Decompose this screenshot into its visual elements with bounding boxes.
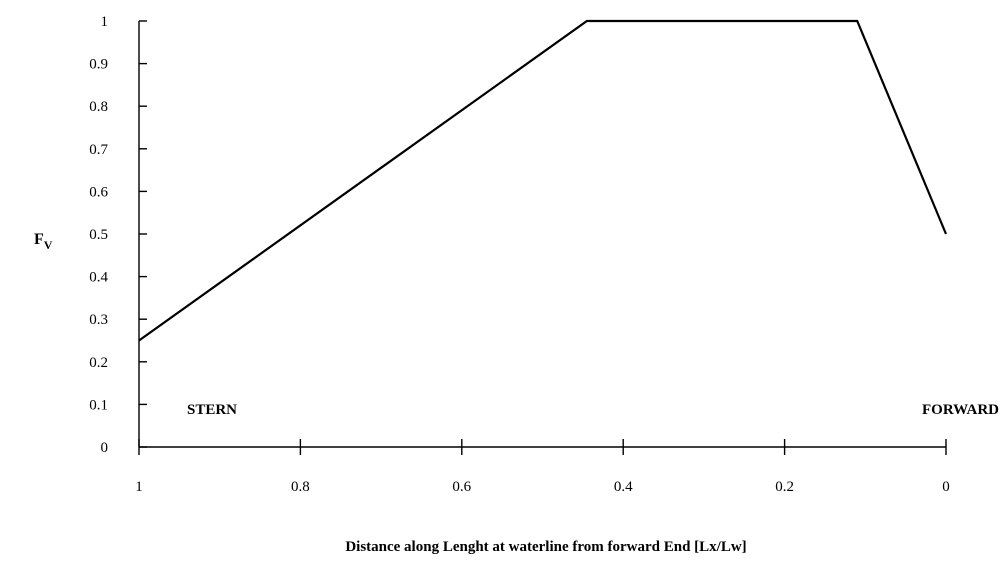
- axes: [138, 21, 946, 448]
- y-tick-label: 0.3: [89, 312, 108, 328]
- y-tick-label: 0.2: [89, 355, 108, 371]
- y-axis-label-subscript: V: [44, 238, 53, 252]
- y-axis-label-main: F: [34, 231, 44, 248]
- y-axis-label: FV: [34, 231, 53, 252]
- y-tick-label: 0.7: [89, 142, 108, 158]
- x-ticks: 1 0.8 0.6 0.4 0.2 0: [135, 439, 950, 495]
- x-tick-label: 1: [135, 479, 143, 495]
- y-tick-label: 1: [101, 14, 109, 30]
- series: [138, 19, 948, 342]
- y-tick-label: 0: [101, 440, 109, 456]
- annotation-stern: STERN: [187, 402, 237, 418]
- x-tick-label: 0: [942, 479, 950, 495]
- y-tick-label: 0.5: [89, 227, 108, 243]
- x-axis-label: Distance along Lenght at waterline from …: [345, 539, 746, 555]
- x-tick-label: 0.6: [452, 479, 471, 495]
- y-tick-label: 0.6: [89, 184, 108, 200]
- y-tick-label: 0.1: [89, 397, 108, 413]
- y-tick-label: 0.4: [89, 270, 108, 286]
- y-ticks: 0 0.1 0.2 0.3 0.4 0.5 0.6 0.7 0.8 0.9 1: [89, 14, 147, 456]
- series-line: [138, 19, 948, 342]
- x-tick-label: 0.8: [291, 479, 310, 495]
- y-tick-label: 0.8: [89, 99, 108, 115]
- x-tick-label: 0.2: [775, 479, 794, 495]
- x-tick-label: 0.4: [614, 479, 633, 495]
- annotation-forward: FORWARD: [922, 402, 999, 418]
- y-tick-label: 0.9: [89, 57, 108, 73]
- annotations: STERN FORWARD: [187, 402, 999, 418]
